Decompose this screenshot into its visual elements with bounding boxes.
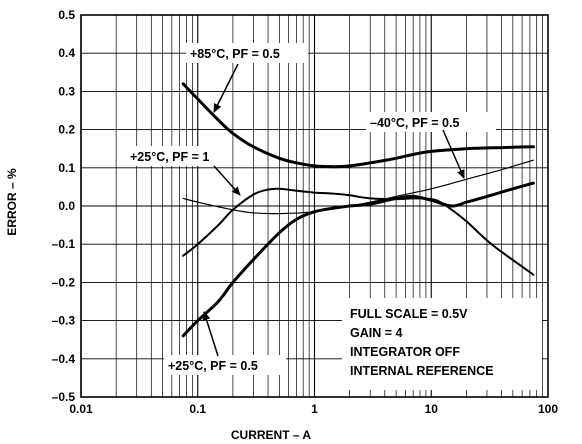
annotation-25c-pf1-arrow	[213, 165, 241, 196]
annotation-m40c-pf05-arrow	[442, 129, 465, 179]
y-tick-label: 0.1	[58, 161, 75, 175]
series-line-1	[181, 82, 535, 169]
y-tick-label: 0.4	[58, 46, 75, 60]
y-tick-label: 0.0	[58, 199, 75, 213]
annotation-85c-pf05-arrow	[213, 63, 239, 113]
note-reference: INTERNAL REFERENCE	[350, 364, 494, 378]
annotation-25c-pf1: +25°C, PF = 1	[126, 146, 241, 196]
x-tick-label: 100	[538, 402, 558, 416]
series-line-2	[182, 187, 535, 276]
y-tick-label: 0.2	[58, 123, 75, 137]
series-line-4	[181, 181, 535, 338]
tick-labels: 0.50.40.30.20.10.0–0.1–0.2–0.3–0.4–0.50.…	[52, 8, 559, 416]
annotation-85c-pf05: +85°C, PF = 0.5	[186, 43, 308, 113]
test-conditions-note: FULL SCALE = 0.5V GAIN = 4 INTEGRATOR OF…	[342, 298, 542, 390]
annotation-m40c-pf05-label: –40°C, PF = 0.5	[370, 116, 459, 130]
y-tick-label: 0.3	[58, 84, 75, 98]
series-group	[181, 82, 535, 338]
y-tick-label: –0.2	[52, 275, 76, 289]
annotation-25c-pf05: +25°C, PF = 0.5	[164, 311, 286, 375]
plot-border	[80, 14, 549, 398]
annotation-25c-pf05-label: +25°C, PF = 0.5	[168, 359, 258, 373]
x-tick-label: 0.01	[69, 402, 93, 416]
annotation-25c-pf1-label: +25°C, PF = 1	[130, 150, 209, 164]
note-integrator: INTEGRATOR OFF	[350, 345, 460, 359]
note-gain: GAIN = 4	[350, 326, 402, 340]
y-axis-title: ERROR – %	[5, 168, 19, 236]
annotation-25c-pf05-arrow	[202, 311, 219, 357]
annotation-m40c-pf05: –40°C, PF = 0.5	[366, 112, 496, 179]
y-tick-label: –0.5	[52, 390, 76, 404]
note-full-scale: FULL SCALE = 0.5V	[350, 307, 468, 321]
x-axis-title: CURRENT – A	[231, 428, 312, 442]
y-tick-label: –0.1	[52, 237, 76, 251]
annotation-85c-pf05-label: +85°C, PF = 0.5	[190, 47, 280, 61]
x-tick-label: 1	[311, 402, 318, 416]
plot-frame	[80, 14, 549, 398]
x-tick-label: 0.1	[189, 402, 206, 416]
y-tick-label: –0.4	[52, 352, 76, 366]
y-tick-label: 0.5	[58, 8, 75, 22]
x-tick-label: 10	[425, 402, 439, 416]
y-tick-label: –0.3	[52, 314, 76, 328]
